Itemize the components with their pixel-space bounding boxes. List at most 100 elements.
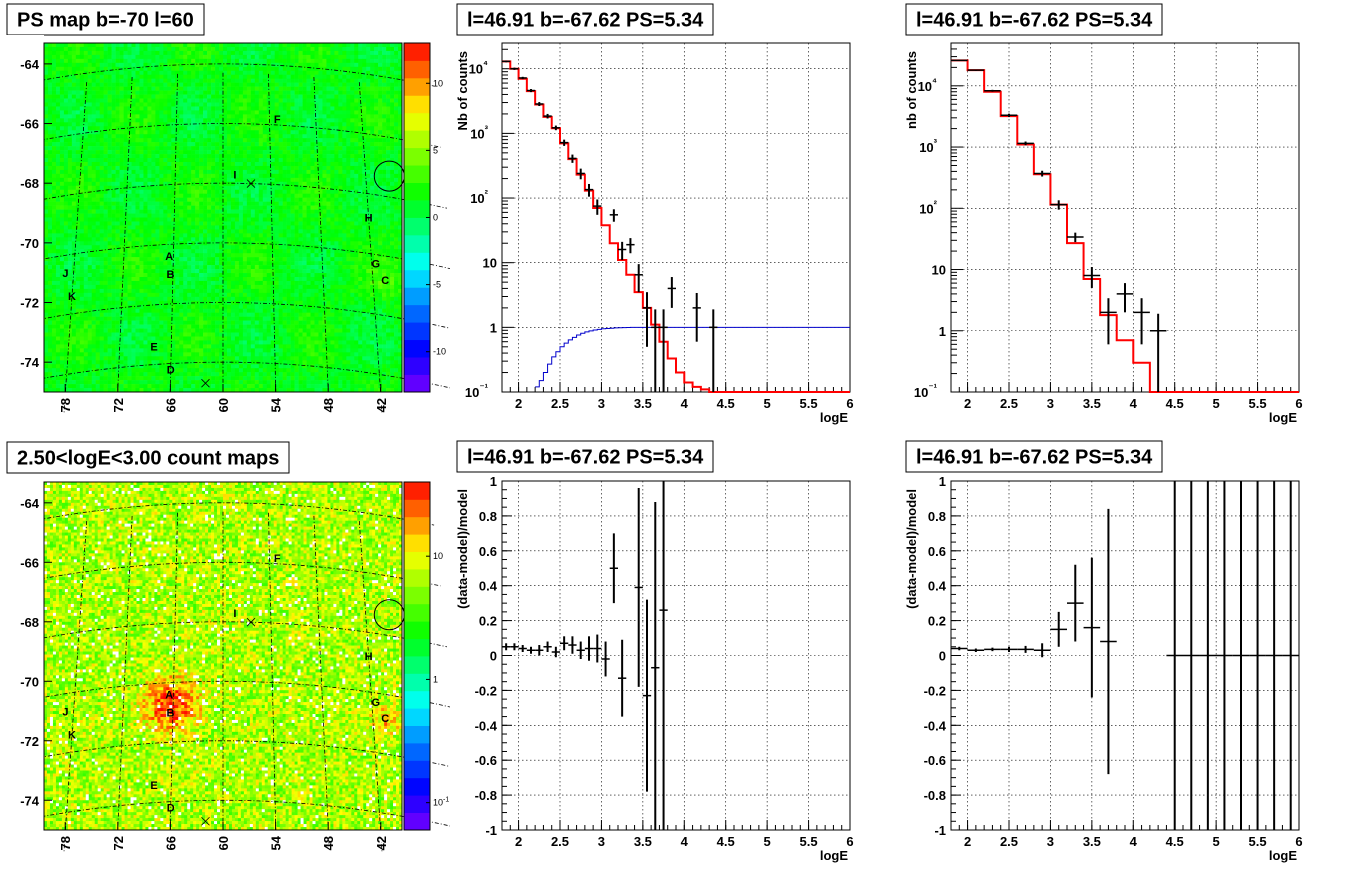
map-pixel [67,102,73,107]
map-pixel [398,193,403,198]
map-pixel [330,43,335,48]
map-pixel [103,86,108,91]
map-pixel [115,237,120,242]
map-pixel [147,46,152,52]
map-pixel [338,62,343,68]
map-pixel [314,94,319,99]
map-pixel [44,177,49,183]
map-pixel [179,249,184,254]
map-pixel [151,43,156,48]
map-pixel [191,158,196,163]
map-pixel [179,181,184,187]
map-pixel [111,43,116,48]
map-pixel [382,50,387,56]
map-pixel [91,122,97,127]
map-pixel [215,66,220,72]
map-pixel [135,54,140,60]
map-pixel [199,161,204,167]
map-pixel [274,173,279,179]
map-pixel [195,245,200,250]
map-pixel [306,233,311,238]
map-pixel [51,173,57,179]
map-pixel [171,86,176,91]
map-pixel [83,118,89,123]
map-pixel [234,90,240,95]
map-pixel [191,213,196,218]
map-pixel [215,58,220,64]
map-pixel [127,110,132,115]
map-pixel [167,217,172,222]
map-pixel [306,213,311,218]
map-pixel [226,146,232,151]
map-pixel [147,201,152,206]
map-pixel [362,205,367,210]
map-pixel [115,169,120,175]
map-pixel [79,118,85,123]
map-pixel [286,126,291,131]
map-pixel [306,110,311,115]
map-pixel [203,261,208,266]
map-pixel [215,98,220,103]
map-pixel [103,169,108,175]
map-pixel [159,70,164,76]
map-pixel [374,90,379,95]
map-pixel [298,94,303,99]
map-pixel [123,130,128,135]
map-pixel [55,181,61,187]
map-pixel [171,169,176,175]
map-pixel [123,253,128,258]
map-pixel [234,189,240,195]
map-pixel [203,253,208,258]
map-pixel [382,169,387,175]
map-pixel [171,257,176,262]
map-pixel [278,126,283,131]
map-pixel [155,54,160,60]
map-pixel [151,66,156,72]
map-pixel [187,237,192,242]
map-pixel [219,241,224,246]
map-pixel [207,86,212,91]
map-pixel [171,165,176,171]
map-pixel [370,43,375,48]
map-pixel [370,70,375,76]
map-pixel [151,74,156,79]
map-pixel [262,46,268,52]
map-pixel [187,221,192,226]
map-pixel [139,146,144,151]
map-pixel [366,193,371,198]
map-pixel [250,142,256,147]
map-pixel [254,189,260,195]
map-pixel [346,181,351,187]
map-pixel [147,94,152,99]
map-pixel [79,58,85,64]
map-pixel [382,82,387,87]
map-pixel [79,193,85,198]
map-pixel [75,114,81,119]
map-pixel [306,94,311,99]
map-pixel [71,189,77,195]
map-pixel [44,261,49,266]
map-pixel [374,154,379,159]
map-pixel [223,154,228,159]
map-pixel [219,86,224,91]
map-pixel [238,249,244,254]
map-pixel [115,50,120,56]
panel-title: PS map b=-70 l=60 [6,3,205,36]
map-pixel [330,249,335,254]
map-pixel [171,161,176,167]
map-pixel [59,173,65,179]
map-pixel [59,138,65,143]
map-pixel [370,130,375,135]
map-pixel [123,161,128,167]
map-pixel [378,245,383,250]
map-pixel [83,98,89,103]
map-pixel [314,185,319,191]
map-pixel [394,189,399,195]
map-pixel [358,257,363,262]
map-pixel [203,106,208,111]
map-pixel [298,118,303,123]
map-pixel [71,82,77,87]
map-pixel [334,138,339,143]
map-pixel [230,102,236,107]
map-pixel [278,249,283,254]
